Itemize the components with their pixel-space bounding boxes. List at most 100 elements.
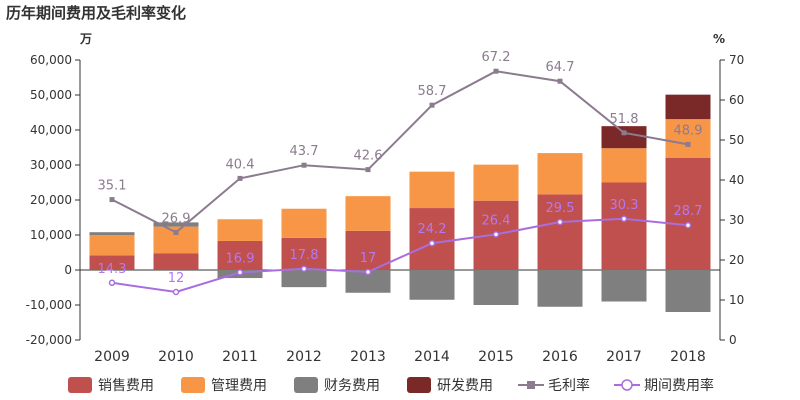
bars (89, 94, 711, 312)
bar-财务费用 (281, 270, 327, 288)
x-tick-label: 2015 (478, 349, 514, 365)
point-期间费用率 (108, 279, 116, 287)
bar-销售费用 (409, 208, 455, 270)
bar-销售费用 (537, 194, 583, 270)
point-毛利率 (493, 68, 499, 74)
line-期间费用率 (111, 217, 689, 294)
left-tick-label: 10,000 (30, 228, 72, 242)
point-期间费用率 (300, 265, 308, 273)
legend-swatch-销售费用 (68, 377, 92, 393)
bar-财务费用 (345, 270, 391, 293)
bar-财务费用 (537, 270, 583, 307)
point-毛利率 (301, 162, 307, 168)
bar-销售费用 (89, 255, 135, 270)
point-期间费用率 (556, 218, 564, 226)
bar-管理费用 (537, 153, 583, 195)
data-label-期间费用率: 17.8 (290, 248, 319, 263)
data-label-毛利率: 67.2 (482, 50, 511, 65)
data-label-毛利率: 58.7 (418, 84, 447, 99)
point-期间费用率 (364, 268, 372, 276)
point-毛利率 (557, 78, 563, 84)
point-期间费用率 (172, 288, 180, 296)
bar-销售费用 (601, 182, 647, 270)
left-tick-label: 60,000 (30, 53, 72, 67)
right-tick-label: 60 (729, 93, 744, 107)
bar-管理费用 (217, 219, 263, 241)
point-期间费用率 (428, 239, 436, 247)
data-label-毛利率: 64.7 (546, 60, 575, 75)
bar-财务费用 (665, 270, 711, 312)
bar-财务费用 (473, 270, 519, 305)
point-毛利率 (237, 175, 243, 181)
bar-销售费用 (281, 237, 327, 270)
point-毛利率 (685, 141, 691, 147)
bar-管理费用 (473, 164, 519, 201)
left-tick-label: 30,000 (30, 158, 72, 172)
legend: 销售费用 管理费用 财务费用 研发费用 毛利率 期间费用率 (68, 377, 714, 394)
left-tick-label: 0 (64, 263, 72, 277)
data-label-期间费用率: 28.7 (674, 204, 703, 219)
point-期间费用率 (620, 215, 628, 223)
right-tick-label: 50 (729, 133, 744, 147)
lines: 35.1 26.9 40.4 43.7 42.6 58.7 67.2 64.7 51.8 48.9… (98, 50, 703, 296)
point-毛利率 (173, 229, 179, 235)
bar-销售费用 (665, 158, 711, 270)
data-label-期间费用率: 14.3 (98, 262, 127, 277)
bar-财务费用 (89, 232, 135, 235)
point-期间费用率 (492, 231, 500, 238)
data-label-期间费用率: 17 (360, 251, 377, 266)
data-label-毛利率: 40.4 (226, 157, 255, 172)
right-tick-label: 40 (729, 173, 744, 187)
x-tick-label: 2017 (606, 349, 642, 365)
left-axis-unit: 万 (79, 32, 92, 46)
data-label-期间费用率: 30.3 (610, 198, 639, 213)
left-tick-label: -10,000 (26, 298, 72, 312)
x-tick-label: 2009 (94, 349, 130, 365)
x-tick-label: 2013 (350, 349, 386, 365)
axes: -20,000 -10,000 0 10,000 20,000 30,000 40,000 5… (26, 53, 745, 365)
bar-管理费用 (665, 119, 711, 158)
data-label-毛利率: 43.7 (290, 144, 319, 159)
bar-财务费用 (601, 270, 647, 302)
data-label-毛利率: 48.9 (674, 123, 703, 138)
legend-label-毛利率: 毛利率 (548, 377, 590, 394)
point-期间费用率 (684, 221, 692, 229)
bar-销售费用 (153, 253, 199, 270)
point-毛利率 (429, 102, 435, 108)
left-tick-label: 50,000 (30, 88, 72, 102)
legend-label-管理费用: 管理费用 (211, 378, 267, 394)
bar-研发费用 (665, 94, 711, 120)
left-tick-label: -20,000 (26, 333, 72, 347)
bar-管理费用 (345, 196, 391, 231)
bar-管理费用 (601, 148, 647, 183)
bar-研发费用 (601, 126, 647, 149)
chart-title: 历年期间费用及毛利率变化 (6, 4, 187, 22)
line-毛利率 (111, 70, 689, 234)
right-tick-label: 70 (729, 53, 744, 67)
x-tick-label: 2014 (414, 349, 450, 365)
data-label-毛利率: 26.9 (162, 211, 191, 226)
legend-marker-期间费用率 (621, 379, 633, 391)
bar-销售费用 (217, 240, 263, 270)
data-label-期间费用率: 26.4 (482, 213, 511, 228)
point-期间费用率 (236, 269, 244, 276)
legend-label-研发费用: 研发费用 (437, 378, 493, 394)
data-label-期间费用率: 12 (168, 271, 185, 286)
data-label-毛利率: 51.8 (610, 112, 639, 127)
data-label-毛利率: 42.6 (354, 149, 383, 164)
right-axis-unit: % (713, 32, 725, 46)
bar-销售费用 (345, 230, 391, 270)
point-毛利率 (109, 197, 115, 203)
bar-财务费用 (153, 222, 199, 227)
data-label-毛利率: 35.1 (98, 179, 127, 194)
bar-管理费用 (409, 171, 455, 209)
bar-管理费用 (89, 235, 135, 256)
bar-管理费用 (281, 208, 327, 238)
left-tick-label: 20,000 (30, 193, 72, 207)
legend-label-期间费用率: 期间费用率 (644, 377, 714, 394)
x-tick-label: 2011 (222, 349, 258, 365)
legend-swatch-研发费用 (407, 377, 431, 393)
bar-财务费用 (409, 270, 455, 300)
point-毛利率 (621, 130, 627, 136)
